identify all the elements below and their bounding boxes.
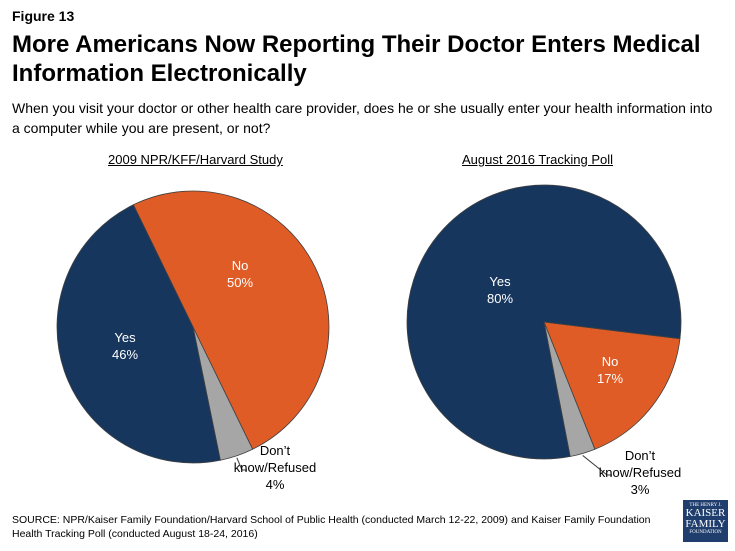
data-label-value: 50% <box>227 275 253 290</box>
leader-line <box>582 455 612 476</box>
data-label-name: Yes <box>114 330 136 345</box>
data-label-name: Yes <box>489 274 511 289</box>
pie-slice-no <box>543 321 681 450</box>
data-label-name: No <box>602 354 619 369</box>
pie-title-2009: 2009 NPR/KFF/Harvard Study <box>108 152 283 167</box>
pie-slice-yes <box>406 184 682 460</box>
data-label-name: No <box>232 258 249 273</box>
figure-label: Figure 13 <box>12 8 75 24</box>
data-label-value: 4% <box>266 477 285 492</box>
pie-slice-yes <box>56 204 221 464</box>
data-label-name: Don’t <box>260 443 291 458</box>
data-label-name: know/Refused <box>234 460 316 475</box>
data-label-value: 80% <box>487 291 513 306</box>
pie-title-2016: August 2016 Tracking Poll <box>462 152 614 167</box>
source-note: SOURCE: NPR/Kaiser Family Foundation/Har… <box>12 514 651 540</box>
data-label-name: Don’t <box>625 448 656 463</box>
data-label-value: 17% <box>597 371 623 386</box>
data-label-name: know/Refused <box>599 465 681 480</box>
chart-subtitle: When you visit your doctor or other heal… <box>12 100 713 136</box>
data-label-value: 46% <box>112 347 138 362</box>
data-label-value: 3% <box>631 482 650 497</box>
kff-logo: THE HENRY J. KAISER FAMILY FOUNDATION <box>683 500 728 542</box>
leader-line <box>236 457 247 471</box>
chart-title: More Americans Now Reporting Their Docto… <box>12 31 701 87</box>
pie-slice-no <box>132 190 330 450</box>
